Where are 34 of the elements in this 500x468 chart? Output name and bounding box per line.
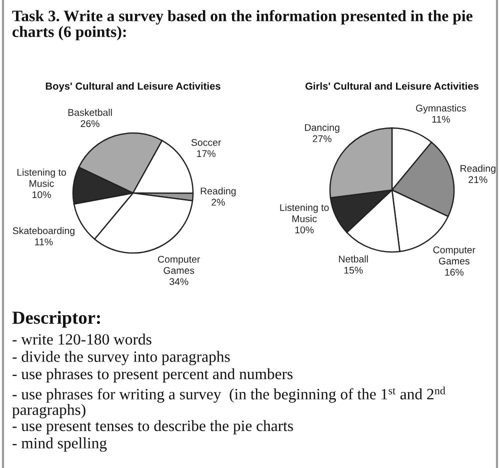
text: - use phrases for writing a survey (in the beginning of the 1$^{st}$ and 2$^{nd}$ paragraphs) bbox=[12, 386, 446, 418]
slice-label: Netball bbox=[339, 255, 368, 262]
text: - divide the survey into paragraphs bbox=[12, 350, 230, 366]
data-label: 2% bbox=[212, 198, 225, 206]
slice-label: Computer Games bbox=[433, 246, 476, 264]
data-label: 34% bbox=[170, 278, 188, 286]
slice-label: Listening to Music bbox=[17, 168, 66, 187]
slice-label: Reading bbox=[200, 187, 236, 196]
data-label: 27% bbox=[312, 135, 332, 142]
data-label: 10% bbox=[32, 191, 51, 198]
data-label: 17% bbox=[197, 150, 216, 158]
slice-label: Dancing bbox=[305, 124, 340, 133]
text: - use phrases to present percent and numbers bbox=[12, 368, 293, 382]
data-label: 11% bbox=[432, 116, 450, 123]
chart-title: Boys' Cultural and Leisure Activities bbox=[46, 82, 220, 92]
slice-label: Reading bbox=[460, 164, 496, 174]
slice-label: Skateboarding bbox=[12, 227, 74, 236]
text: - write 120-180 words bbox=[12, 334, 152, 345]
text: - mind spelling bbox=[12, 437, 107, 452]
text: - use present tenses to describe the pie charts bbox=[12, 420, 293, 434]
data-label: 21% bbox=[468, 176, 488, 184]
data-label: 11% bbox=[35, 238, 53, 246]
slice-label: Computer Games bbox=[158, 256, 200, 274]
data-label: 16% bbox=[445, 268, 464, 276]
text: Task 3. Write a survey based on the information presented in the pie charts (6 points): bbox=[12, 10, 472, 40]
data-label: 10% bbox=[295, 226, 314, 234]
text: Descriptor: bbox=[12, 311, 100, 328]
data-label: 15% bbox=[344, 266, 363, 274]
slice-label: Basketball bbox=[68, 108, 112, 116]
slice-label: Soccer bbox=[191, 139, 222, 146]
slice-label: Gymnastics bbox=[416, 104, 466, 114]
chart-title: Girls' Cultural and Leisure Activities bbox=[305, 82, 479, 90]
slice-label: Listening to Music bbox=[280, 204, 329, 222]
data-label: 26% bbox=[80, 120, 100, 128]
